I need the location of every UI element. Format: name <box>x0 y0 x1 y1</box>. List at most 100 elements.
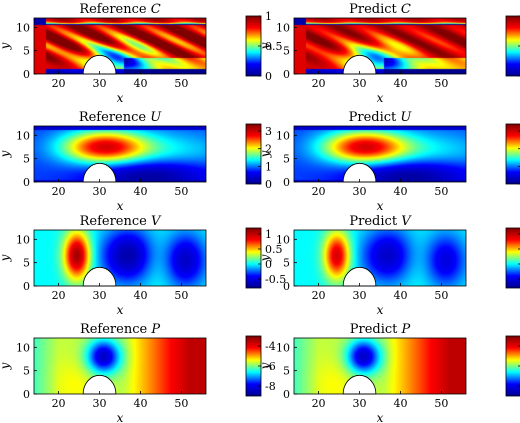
panel-title: Predict C <box>349 2 411 17</box>
x-tick-label: 30 <box>93 397 107 410</box>
axes-frame <box>33 17 207 75</box>
x-tick-label: 30 <box>93 185 107 198</box>
y-tick-label: 10 <box>16 21 30 34</box>
heatmap-image <box>294 338 466 394</box>
cylinder-obstacle <box>82 375 117 395</box>
axes-frame <box>293 229 467 287</box>
x-tick-label: 30 <box>93 77 107 90</box>
cylinder-obstacle <box>342 55 377 75</box>
x-tick-label: 40 <box>133 77 147 90</box>
title-prefix: Predict <box>350 322 402 337</box>
x-tick-label: 20 <box>312 289 326 302</box>
x-tick-label: 40 <box>133 289 147 302</box>
heatmap-image <box>294 18 466 74</box>
x-tick-label: 40 <box>393 289 407 302</box>
y-tick-label: 0 <box>283 176 290 189</box>
x-tick-label: 20 <box>52 397 66 410</box>
title-prefix: Predict <box>349 110 401 125</box>
colorbar-tick-label: -6 <box>265 360 276 373</box>
y-tick-label: 5 <box>283 365 290 378</box>
x-axis-label: x <box>117 91 124 105</box>
title-prefix: Reference <box>80 214 151 229</box>
y-axis-label: y <box>258 254 272 262</box>
heatmap-image <box>34 18 206 74</box>
x-axis-label: x <box>377 303 384 317</box>
x-tick-label: 50 <box>434 397 448 410</box>
y-tick-label: 5 <box>23 365 30 378</box>
y-axis-label: y <box>0 150 12 158</box>
colorbar-tick-label: 0 <box>265 178 272 191</box>
axes-frame <box>33 125 207 183</box>
colorbar-tick-label: 1 <box>265 10 272 23</box>
panel-title: Predict P <box>350 322 411 337</box>
y-tick-label: 0 <box>23 280 30 293</box>
y-tick-label: 10 <box>16 233 30 246</box>
x-tick-label: 40 <box>393 77 407 90</box>
x-tick-label: 50 <box>174 185 188 198</box>
y-axis-label: y <box>0 362 12 370</box>
title-prefix: Reference <box>79 2 150 17</box>
heatmap-image <box>34 230 206 286</box>
y-tick-label: 5 <box>23 153 30 166</box>
colorbar-tick-label: 3 <box>265 125 272 138</box>
y-axis-label: y <box>0 42 12 50</box>
x-tick-label: 50 <box>174 289 188 302</box>
panel-title: Reference V <box>80 214 162 229</box>
x-tick-label: 20 <box>312 77 326 90</box>
title-prefix: Reference <box>80 322 151 337</box>
heatmap-image <box>34 126 206 182</box>
x-axis-label: x <box>117 199 124 213</box>
x-tick-label: 50 <box>174 397 188 410</box>
title-prefix: Predict <box>349 214 401 229</box>
axes-frame <box>293 17 467 75</box>
colorbar-tick-label: 0 <box>265 258 272 271</box>
title-variable: V <box>151 214 162 229</box>
axes-frame <box>293 125 467 183</box>
colorbar-tick-label: -8 <box>265 380 276 393</box>
axes-frame <box>33 337 207 395</box>
heatmap-image <box>294 126 466 182</box>
y-tick-label: 10 <box>276 341 290 354</box>
heatmap-image <box>294 230 466 286</box>
cylinder-obstacle <box>342 163 377 183</box>
x-tick-label: 20 <box>52 289 66 302</box>
x-tick-label: 40 <box>133 185 147 198</box>
x-tick-label: 30 <box>93 289 107 302</box>
y-tick-label: 10 <box>16 129 30 142</box>
y-tick-label: 0 <box>283 280 290 293</box>
cylinder-obstacle <box>342 267 377 287</box>
y-tick-label: 10 <box>276 233 290 246</box>
colorbar-tick-label: 0.5 <box>265 243 283 256</box>
panel-title: Predict V <box>349 214 412 229</box>
colorbar <box>505 123 520 185</box>
x-axis-label: x <box>377 411 384 423</box>
y-tick-label: 10 <box>276 129 290 142</box>
y-tick-label: 10 <box>276 21 290 34</box>
x-tick-label: 50 <box>434 77 448 90</box>
x-tick-label: 50 <box>174 77 188 90</box>
colorbar-tick-label: 1 <box>265 228 272 241</box>
y-axis-label: y <box>258 150 272 158</box>
x-tick-label: 50 <box>434 289 448 302</box>
title-prefix: Reference <box>79 110 150 125</box>
x-tick-label: 40 <box>393 185 407 198</box>
x-tick-label: 20 <box>52 77 66 90</box>
x-axis-label: x <box>377 91 384 105</box>
y-tick-label: 0 <box>283 388 290 401</box>
panel-title: Reference P <box>80 322 160 337</box>
y-tick-label: 5 <box>283 257 290 270</box>
y-tick-label: 0 <box>283 68 290 81</box>
cylinder-obstacle <box>82 267 117 287</box>
colorbar <box>505 227 520 289</box>
colorbar-tick-label: 0.5 <box>265 40 283 53</box>
x-tick-label: 50 <box>434 185 448 198</box>
title-variable: V <box>401 214 412 229</box>
title-variable: C <box>401 2 411 17</box>
y-tick-label: 0 <box>23 176 30 189</box>
y-tick-label: 5 <box>23 257 30 270</box>
